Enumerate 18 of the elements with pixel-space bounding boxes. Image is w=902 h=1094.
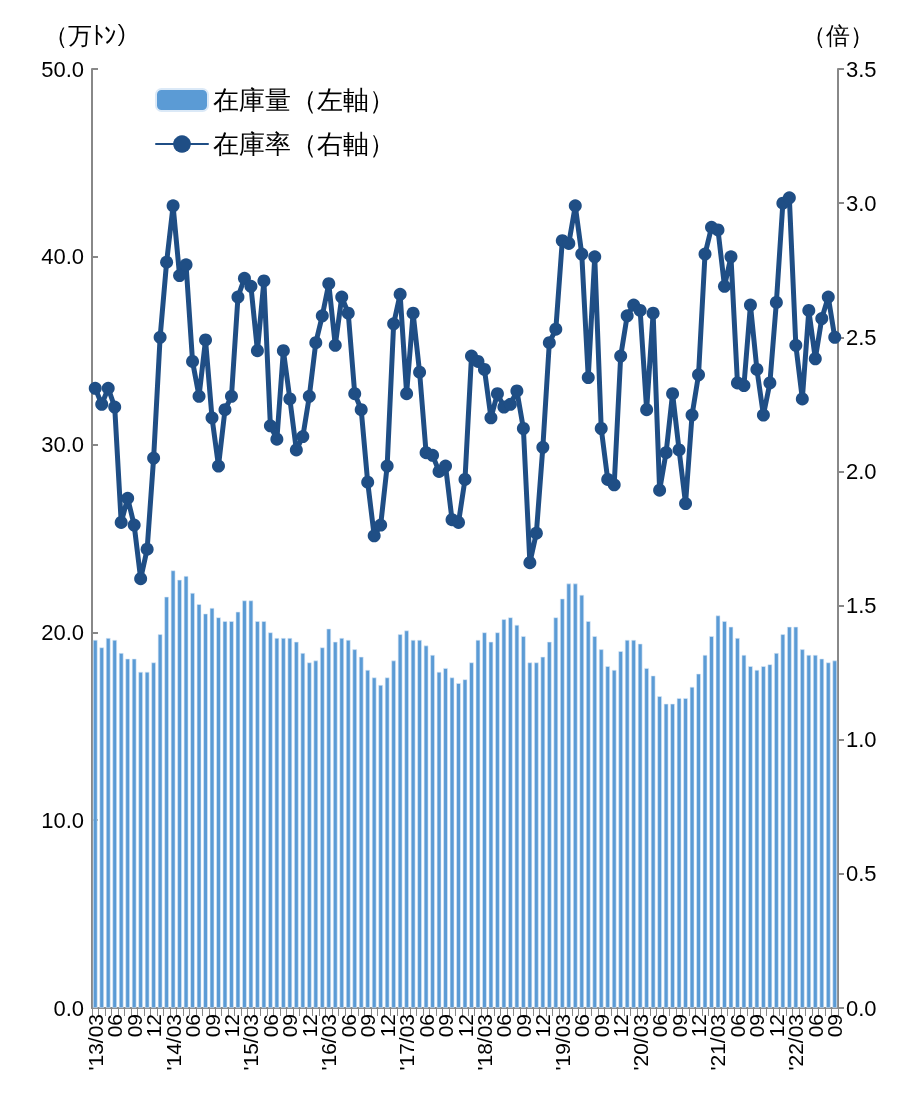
y2-tick-label: 0.0 xyxy=(846,995,877,1021)
y-tick-label: 40.0 xyxy=(41,244,84,270)
legend-label: 在庫量（左軸） xyxy=(213,85,395,115)
y-tick-label: 10.0 xyxy=(41,807,84,833)
y2-tick-label: 1.0 xyxy=(846,727,877,753)
legend-label: 在庫率（右軸） xyxy=(213,129,395,159)
y-tick-label: 20.0 xyxy=(41,619,84,645)
y2-tick-label: 3.0 xyxy=(846,190,877,216)
y2-tick-label: 3.5 xyxy=(846,56,877,82)
y-axis-title: （万ﾄﾝ） xyxy=(44,21,140,49)
y2-tick-label: 2.0 xyxy=(846,458,877,484)
y2-axis-title: （倍） xyxy=(802,21,874,49)
y-tick-label: 0.0 xyxy=(53,995,84,1021)
y-tick-label: 30.0 xyxy=(41,432,84,458)
y2-tick-label: 0.5 xyxy=(846,861,877,887)
y2-tick-label: 2.5 xyxy=(846,324,877,350)
y2-tick-label: 1.5 xyxy=(846,593,877,619)
y-tick-label: 50.0 xyxy=(41,56,84,82)
